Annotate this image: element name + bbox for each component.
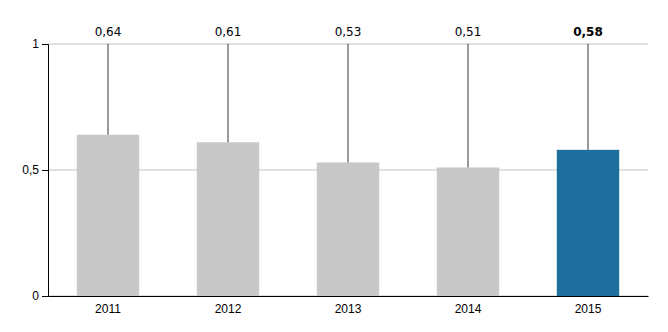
- x-tick-label: 2011: [95, 302, 121, 316]
- bar: [77, 135, 139, 296]
- x-tick: 2015: [575, 296, 602, 316]
- plot: 00,51201120122013201420150,640,610,530,5…: [22, 25, 648, 316]
- y-tick-label: 1: [32, 37, 39, 51]
- x-tick-label: 2012: [215, 302, 242, 316]
- y-tick-label: 0: [32, 289, 39, 303]
- y-axis-line: [42, 45, 49, 297]
- chart: 00,51201120122013201420150,640,610,530,5…: [0, 0, 668, 332]
- bar: [317, 162, 379, 296]
- y-tick-mark: [42, 44, 48, 45]
- y-axis: 00,51: [22, 37, 48, 303]
- x-tick: 2011: [95, 296, 121, 316]
- value-leader: [108, 44, 109, 135]
- value-leader: [468, 44, 469, 167]
- x-axis-line: [49, 296, 649, 297]
- x-tick: 2014: [455, 296, 482, 316]
- x-tick-label: 2013: [335, 302, 362, 316]
- data-label: 0,53: [335, 25, 362, 39]
- x-axis: 2011 2012 2013 2014 2015: [49, 296, 649, 316]
- marks: [77, 44, 619, 296]
- y-tick-mark: [42, 170, 48, 171]
- bar: [437, 167, 499, 296]
- value-leader: [588, 44, 589, 150]
- data-label: 0,61: [215, 25, 242, 39]
- x-tick-label: 2014: [455, 302, 482, 316]
- value-leader: [228, 44, 229, 142]
- x-tick: 2013: [335, 296, 362, 316]
- y-tick-label: 0,5: [22, 163, 39, 177]
- y-tick-mark: [42, 296, 48, 297]
- x-tick-label: 2015: [575, 302, 602, 316]
- data-label: 0,58: [573, 25, 603, 39]
- x-tick: 2012: [215, 296, 242, 316]
- y-tick: 1: [32, 37, 48, 51]
- y-tick: 0,5: [22, 163, 48, 177]
- value-leader: [348, 44, 349, 162]
- data-label: 0,51: [455, 25, 482, 39]
- data-label: 0,64: [95, 25, 122, 39]
- bar: [557, 150, 619, 296]
- y-tick: 0: [32, 289, 48, 303]
- data-labels: 0,64 0,61 0,53 0,51 0,58: [95, 25, 603, 39]
- grid: [48, 44, 648, 296]
- bar: [197, 142, 259, 296]
